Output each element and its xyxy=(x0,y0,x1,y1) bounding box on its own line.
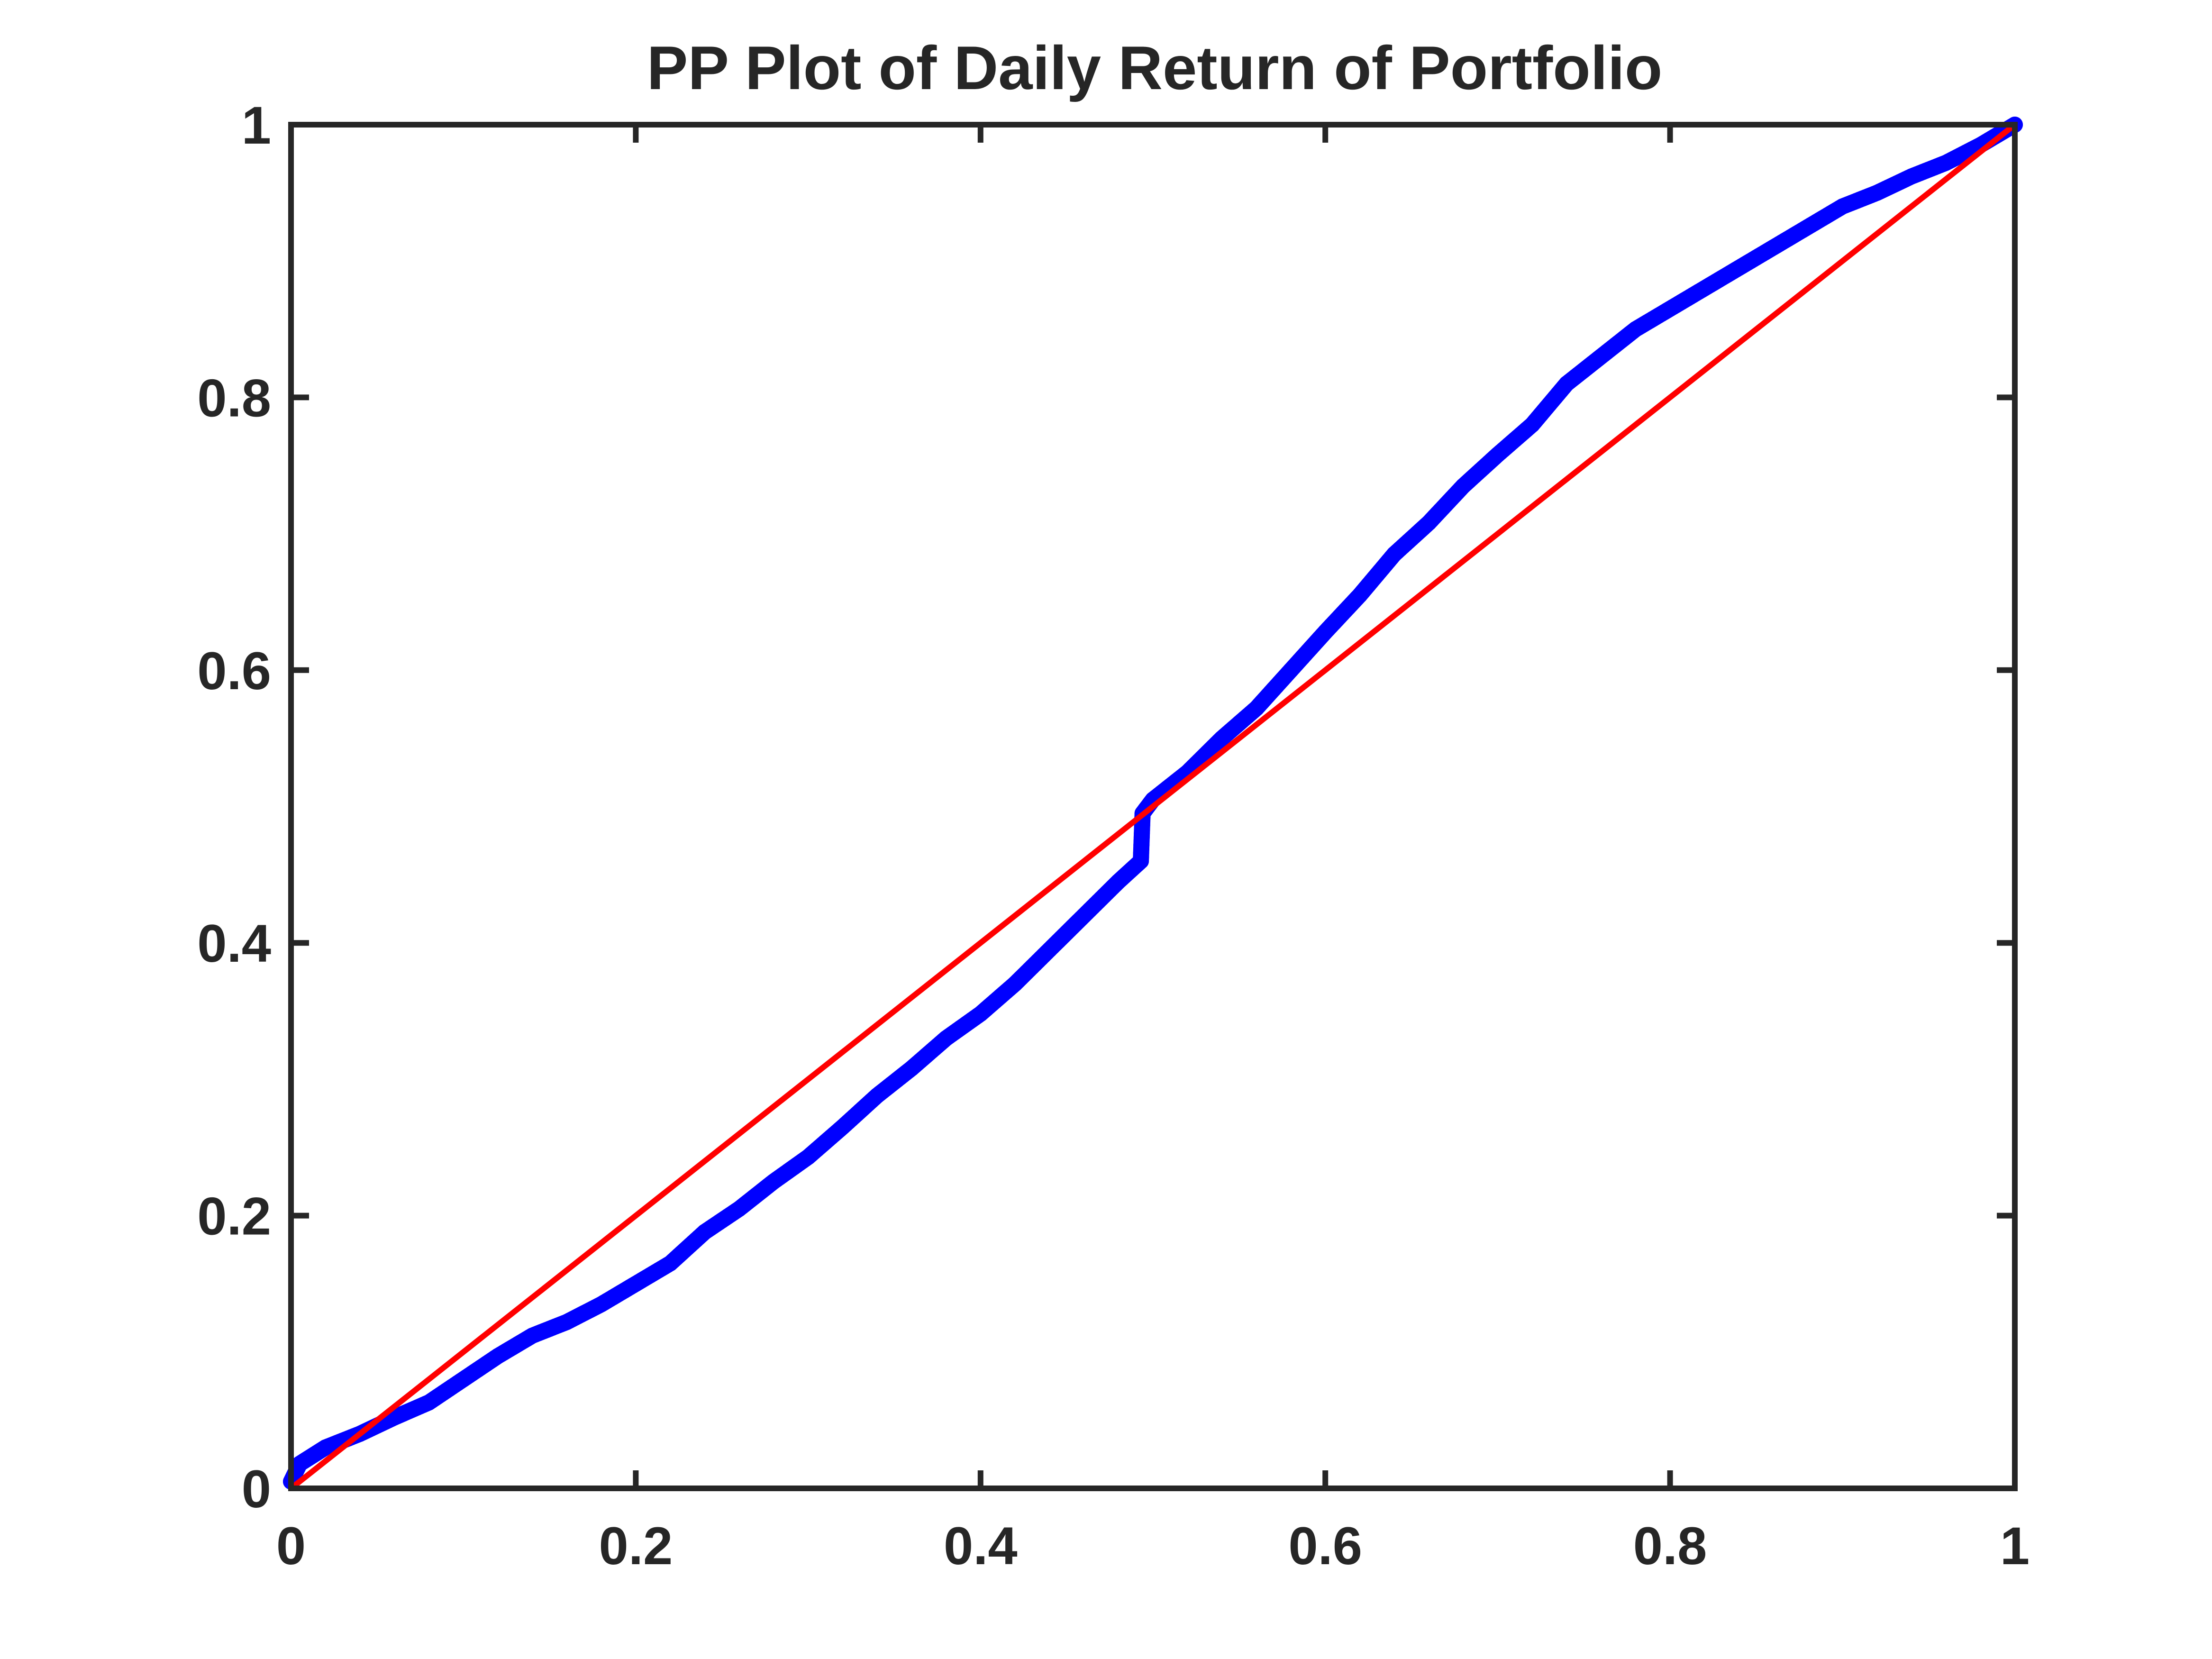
x-tick-label: 0.8 xyxy=(1633,1516,1707,1576)
ticks-layer xyxy=(288,122,2018,1491)
series-layer xyxy=(283,117,2023,1491)
x-tick-label: 1 xyxy=(2000,1516,2030,1576)
y-tick-label: 1 xyxy=(242,96,271,155)
y-tick-label: 0.4 xyxy=(197,914,271,973)
x-tick-label: 0.2 xyxy=(599,1516,673,1576)
x-tick-label: 0.6 xyxy=(1288,1516,1362,1576)
x-tick-label: 0 xyxy=(276,1516,306,1576)
x-tick-labels: 0 0.2 0.4 0.6 0.8 1 xyxy=(276,1516,2030,1576)
y-tick-label: 0.8 xyxy=(197,368,271,428)
y-tick-label: 0.2 xyxy=(197,1187,271,1246)
y-tick-labels: 0 0.2 0.4 0.6 0.8 1 xyxy=(197,96,271,1519)
chart-title: PP Plot of Daily Return of Portfolio xyxy=(647,33,1663,102)
y-tick-label: 0 xyxy=(242,1459,271,1519)
reference-line xyxy=(288,122,2018,1491)
x-tick-label: 0.4 xyxy=(944,1516,1018,1576)
plot-area xyxy=(283,117,2023,1491)
axes-box xyxy=(288,122,2018,1491)
y-tick-label: 0.6 xyxy=(197,641,271,701)
